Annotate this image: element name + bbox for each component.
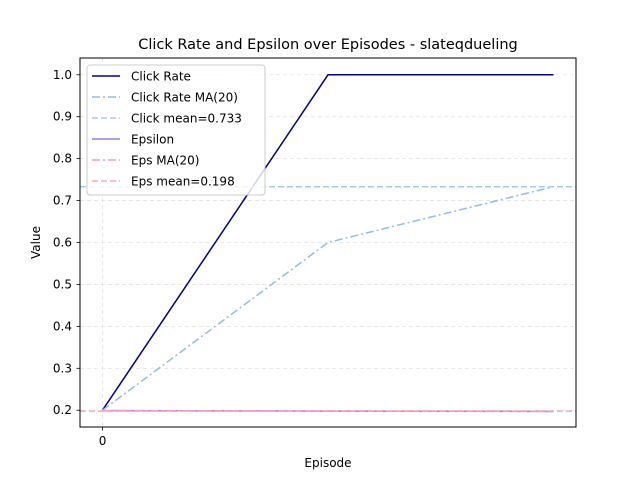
legend-label: Eps MA(20) bbox=[131, 154, 199, 168]
y-tick-label: 0.2 bbox=[53, 403, 72, 417]
legend-label: Click Rate bbox=[131, 70, 191, 84]
y-tick-label: 0.4 bbox=[53, 319, 72, 333]
y-tick-label: 0.3 bbox=[53, 361, 72, 375]
legend-label: Click mean=0.733 bbox=[131, 112, 242, 126]
y-tick-label: 0.9 bbox=[53, 110, 72, 124]
series-click-rate-ma-20-line bbox=[102, 185, 554, 411]
chart-title: Click Rate and Epsilon over Episodes - s… bbox=[138, 37, 518, 53]
y-tick-label: 0.6 bbox=[53, 236, 72, 250]
y-axis-label: Value bbox=[29, 226, 43, 259]
y-tick-label: 0.5 bbox=[53, 277, 72, 291]
legend-label: Eps mean=0.198 bbox=[131, 175, 235, 189]
legend: Click Rate Click Rate MA(20) Click mean=0.… bbox=[86, 64, 266, 196]
y-tick-label: 0.7 bbox=[53, 194, 72, 208]
y-tick-label: 0.8 bbox=[53, 152, 72, 166]
legend-label: Click Rate MA(20) bbox=[131, 91, 238, 105]
y-tick-label: 1.0 bbox=[53, 68, 72, 82]
x-tick-label: 0 bbox=[99, 434, 107, 448]
x-axis-label: Episode bbox=[304, 456, 351, 470]
legend-box bbox=[86, 64, 266, 196]
axis-ticks: 0.2 0.3 0.4 0.5 0.6 0.7 0.8 0.9 1.0 0 bbox=[53, 68, 106, 448]
legend-label: Epsilon bbox=[131, 133, 174, 147]
series-click-rate-line bbox=[101, 74, 554, 411]
